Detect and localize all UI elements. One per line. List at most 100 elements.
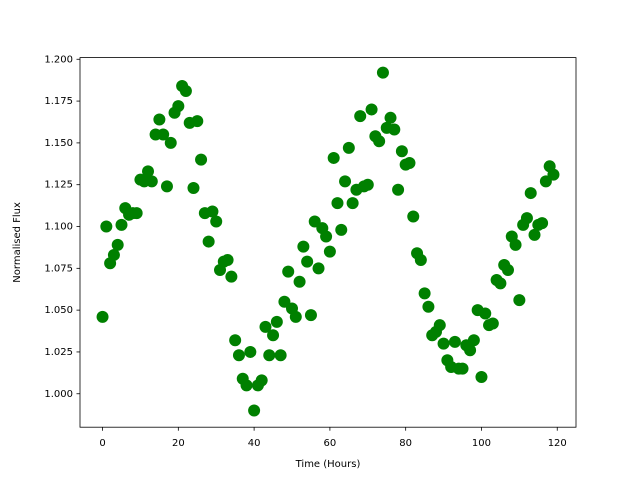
data-point <box>297 240 310 253</box>
data-point <box>130 207 143 220</box>
data-point <box>289 310 302 323</box>
data-point <box>293 275 306 288</box>
data-point <box>392 183 405 196</box>
x-axis-label: Time (Hours) <box>295 459 361 470</box>
data-point <box>395 145 408 158</box>
x-tick-label: 80 <box>399 438 412 449</box>
data-point <box>191 115 204 128</box>
data-point <box>524 187 537 200</box>
data-point <box>255 374 268 387</box>
data-point <box>433 319 446 332</box>
data-point <box>96 310 109 323</box>
x-tick-label: 120 <box>548 438 567 449</box>
data-point <box>267 329 280 342</box>
data-point <box>464 344 477 357</box>
data-point <box>172 100 185 113</box>
data-point <box>312 262 325 275</box>
data-point <box>225 270 238 283</box>
y-tick-label: 1.150 <box>44 138 73 149</box>
data-point <box>339 175 352 188</box>
data-point <box>142 165 155 178</box>
data-point <box>414 253 427 266</box>
data-point <box>232 349 245 362</box>
y-tick-label: 1.200 <box>44 54 73 65</box>
data-point <box>107 248 120 261</box>
data-point <box>259 320 272 333</box>
data-point <box>274 349 287 362</box>
data-point <box>263 349 276 362</box>
data-point <box>365 103 378 116</box>
data-point <box>270 315 283 328</box>
y-tick-label: 1.175 <box>44 96 73 107</box>
data-point <box>244 345 257 358</box>
data-point <box>282 265 295 278</box>
data-point <box>157 128 170 141</box>
data-point <box>115 218 128 231</box>
data-point <box>206 205 219 218</box>
data-point <box>187 182 200 195</box>
y-axis-label: Normalised Flux <box>12 202 23 283</box>
data-point <box>164 136 177 149</box>
data-point <box>520 212 533 225</box>
data-point <box>407 210 420 223</box>
data-point <box>327 151 340 164</box>
data-point <box>202 235 215 248</box>
data-point <box>304 309 317 322</box>
data-point <box>486 317 499 330</box>
data-point <box>479 307 492 320</box>
y-tick-label: 1.100 <box>44 222 73 233</box>
data-point <box>111 238 124 251</box>
data-point <box>100 220 113 233</box>
data-point <box>179 85 192 98</box>
x-tick-label: 40 <box>248 438 261 449</box>
data-point <box>195 153 208 166</box>
data-point <box>494 277 507 290</box>
data-point <box>509 238 522 251</box>
data-point <box>384 111 397 124</box>
data-point <box>467 334 480 347</box>
y-tick-label: 1.050 <box>44 305 73 316</box>
data-point <box>301 255 314 268</box>
data-point <box>210 215 223 228</box>
plot-frame <box>79 57 577 428</box>
data-point <box>547 168 560 181</box>
data-point <box>160 180 173 193</box>
data-point <box>361 178 374 191</box>
data-point <box>240 379 253 392</box>
data-point <box>248 404 261 417</box>
data-point <box>475 371 488 384</box>
data-point <box>346 197 359 210</box>
y-tick-label: 1.125 <box>44 180 73 191</box>
data-point <box>448 335 461 348</box>
x-tick-label: 100 <box>472 438 491 449</box>
data-point <box>388 123 401 136</box>
data-point <box>331 197 344 210</box>
data-point <box>456 362 469 375</box>
x-tick-label: 60 <box>324 438 337 449</box>
data-point <box>354 110 367 123</box>
data-point <box>323 245 336 258</box>
data-point <box>229 334 242 347</box>
data-point <box>528 228 541 241</box>
data-point <box>221 253 234 266</box>
data-point <box>335 223 348 236</box>
x-tick-label: 20 <box>172 438 185 449</box>
data-point <box>501 263 514 276</box>
data-point <box>418 287 431 300</box>
data-point <box>145 175 158 188</box>
data-point <box>437 337 450 350</box>
x-tick-label: 0 <box>99 438 105 449</box>
y-tick-label: 1.075 <box>44 263 73 274</box>
data-point <box>373 135 386 148</box>
y-tick-label: 1.000 <box>44 389 73 400</box>
data-point <box>342 141 355 154</box>
data-point <box>376 66 389 79</box>
data-point <box>153 113 166 126</box>
data-point <box>513 294 526 307</box>
data-point <box>536 217 549 230</box>
data-point <box>403 156 416 169</box>
data-point <box>422 300 435 313</box>
data-point <box>320 230 333 243</box>
